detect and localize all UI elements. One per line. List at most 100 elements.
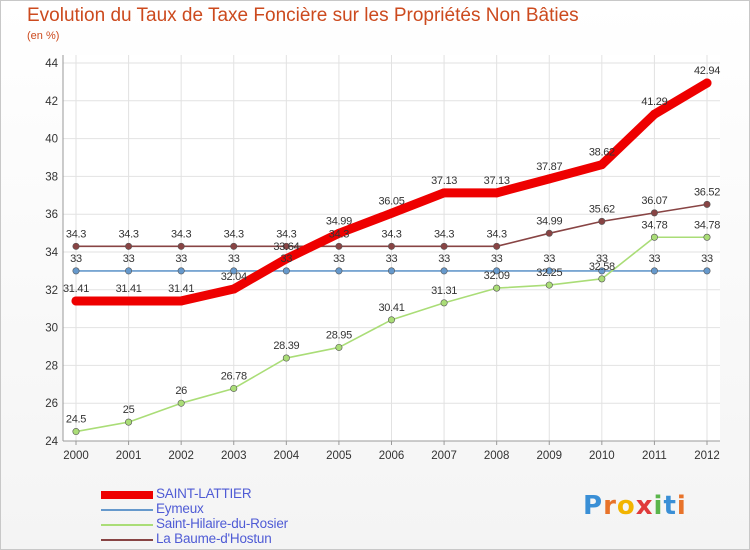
x-tick-label: 2009: [536, 450, 562, 462]
data-point: [335, 242, 343, 250]
data-label: 32.04: [221, 271, 247, 283]
data-label: 32.09: [484, 270, 510, 282]
logo-letter: o: [616, 491, 636, 521]
chart-title: Evolution du Taux de Taxe Foncière sur l…: [27, 5, 579, 26]
data-label: 26: [175, 385, 187, 397]
legend-swatch: [101, 539, 153, 541]
data-label: 34.3: [276, 228, 296, 240]
data-label: 34.3: [434, 228, 454, 240]
data-label: 33: [543, 253, 555, 265]
data-point: [71, 296, 81, 306]
y-tick-label: 32: [45, 285, 58, 297]
logo-letter: i: [653, 491, 664, 521]
data-label: 33: [175, 253, 187, 265]
data-point: [598, 217, 606, 225]
data-point: [703, 267, 711, 275]
data-point: [649, 109, 659, 119]
data-point: [493, 267, 501, 275]
data-label: 31.41: [168, 283, 194, 295]
x-tick-label: 2007: [431, 450, 457, 462]
data-point: [230, 384, 238, 392]
x-tick-label: 2003: [221, 450, 247, 462]
y-tick-label: 26: [45, 398, 58, 410]
data-point: [545, 281, 553, 289]
x-tick-label: 2001: [116, 450, 142, 462]
data-point: [177, 399, 185, 407]
data-label: 33: [281, 253, 293, 265]
proxiti-logo: Proxiti: [583, 491, 687, 521]
data-label: 33: [438, 253, 450, 265]
data-point: [282, 242, 290, 250]
data-point: [334, 228, 344, 238]
data-label: 28.39: [273, 340, 299, 352]
legend-label: Eymeux: [156, 501, 204, 516]
data-label: 36.05: [378, 195, 404, 207]
data-point: [440, 242, 448, 250]
data-label: 37.13: [484, 175, 510, 187]
x-tick-label: 2000: [63, 450, 89, 462]
y-tick-label: 28: [45, 360, 58, 372]
logo-letter: P: [583, 491, 604, 521]
x-tick-label: 2002: [168, 450, 194, 462]
data-label: 28.95: [326, 329, 352, 341]
logo-letter: t: [663, 491, 677, 521]
data-point: [125, 267, 133, 275]
data-label: 34.3: [487, 228, 507, 240]
data-label: 34.3: [329, 228, 349, 240]
data-point: [229, 284, 239, 294]
data-label: 33: [596, 253, 608, 265]
data-label: 34.3: [66, 228, 86, 240]
data-point: [598, 275, 606, 283]
y-tick-label: 24: [45, 436, 58, 448]
data-point: [230, 242, 238, 250]
data-label: 34.3: [224, 228, 244, 240]
logo-letter: r: [603, 491, 617, 521]
data-point: [281, 254, 291, 264]
legend-swatch: [101, 491, 153, 499]
y-tick-label: 42: [45, 96, 58, 108]
data-point: [440, 267, 448, 275]
data-label: 33: [70, 253, 82, 265]
data-point: [72, 267, 80, 275]
data-label: 34.99: [326, 215, 352, 227]
data-point: [598, 267, 606, 275]
legend-label: SAINT-LATTIER: [156, 486, 252, 501]
data-label: 31.41: [63, 283, 89, 295]
data-point: [703, 200, 711, 208]
data-point: [702, 78, 712, 88]
data-point: [177, 267, 185, 275]
data-point: [387, 267, 395, 275]
data-point: [387, 242, 395, 250]
data-point: [72, 428, 80, 436]
x-tick-label: 2005: [326, 450, 352, 462]
x-tick-label: 2010: [589, 450, 615, 462]
data-label: 32.58: [589, 261, 615, 273]
legend-swatch: [101, 524, 153, 526]
data-point: [545, 229, 553, 237]
data-point: [650, 233, 658, 241]
data-label: 34.3: [381, 228, 401, 240]
data-label: 41.29: [641, 96, 667, 108]
data-point: [650, 209, 658, 217]
data-label: 26.78: [221, 370, 247, 382]
data-label: 34.3: [171, 228, 191, 240]
data-label: 33: [228, 253, 240, 265]
data-point: [440, 299, 448, 307]
y-tick-label: 38: [45, 171, 58, 183]
data-label: 33: [701, 253, 713, 265]
logo-letter: i: [676, 491, 687, 521]
data-point: [597, 160, 607, 170]
data-point: [493, 242, 501, 250]
x-tick-label: 2011: [642, 450, 667, 462]
data-label: 34.99: [536, 215, 562, 227]
data-point: [72, 242, 80, 250]
data-label: 36.52: [694, 186, 720, 198]
data-point: [492, 188, 502, 198]
logo-letter: x: [635, 491, 654, 521]
data-point: [545, 267, 553, 275]
data-point: [335, 267, 343, 275]
data-label: 34.3: [118, 228, 138, 240]
data-label: 32.25: [536, 267, 562, 279]
